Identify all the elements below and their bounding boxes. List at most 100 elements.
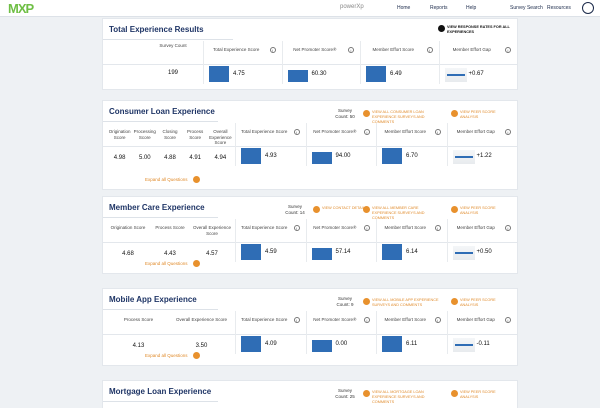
logo[interactable]: MXP bbox=[8, 1, 34, 16]
column-label: Process Score bbox=[155, 225, 185, 230]
info-icon[interactable]: i bbox=[348, 47, 354, 53]
experience-card: Member Care Experience VIEW CONTACT DETAI… bbox=[102, 196, 518, 274]
value: 6.70 bbox=[406, 153, 418, 159]
column-divider bbox=[235, 123, 236, 166]
score-bar bbox=[366, 66, 386, 82]
column-label: Origination Score bbox=[110, 225, 146, 230]
link-icon[interactable] bbox=[363, 110, 370, 117]
gap-indicator bbox=[444, 68, 467, 82]
expand-icon[interactable] bbox=[193, 176, 200, 183]
experience-card: Mortgage Loan Experience VIEW ALL MORTGAG… bbox=[102, 380, 518, 408]
link-icon[interactable] bbox=[363, 390, 370, 397]
info-icon[interactable]: i bbox=[434, 225, 441, 231]
column-label: Total Experience Score bbox=[241, 225, 288, 230]
nav-link[interactable]: Survey Search bbox=[510, 5, 543, 11]
survey-count: Survey Count: 14 bbox=[285, 204, 305, 215]
expand-icon[interactable] bbox=[193, 260, 200, 267]
row-divider bbox=[103, 64, 517, 65]
value: 4.91 bbox=[189, 155, 202, 161]
value: +1.22 bbox=[476, 153, 492, 159]
column-label: Overall Experience Score bbox=[209, 129, 232, 145]
info-icon[interactable]: i bbox=[505, 129, 511, 135]
value: 4.93 bbox=[265, 153, 277, 159]
row-divider bbox=[103, 146, 517, 147]
value: 6.14 bbox=[406, 249, 418, 255]
column-label: Total Experience Score bbox=[213, 47, 260, 52]
value: +0.50 bbox=[476, 249, 492, 255]
expand-all[interactable]: Expand all Questions bbox=[145, 261, 188, 266]
expand-all[interactable]: Expand all Questions bbox=[145, 353, 188, 358]
link[interactable]: VIEW ALL MOBILE APP EXPERIENCE SURVEYS A… bbox=[372, 298, 439, 307]
info-icon[interactable]: i bbox=[293, 317, 300, 323]
link-icon[interactable] bbox=[451, 298, 458, 305]
info-icon[interactable]: i bbox=[364, 225, 370, 231]
info-icon[interactable]: i bbox=[293, 129, 300, 135]
link[interactable]: VIEW PEER SCORE ANALYSIS bbox=[460, 206, 496, 215]
info-icon[interactable]: i bbox=[505, 225, 511, 231]
nav-link[interactable]: Resources bbox=[547, 5, 571, 11]
link-icon[interactable] bbox=[363, 298, 370, 305]
column-label: Member Effort Gap bbox=[456, 129, 495, 134]
column-label: Overall Experience Score bbox=[192, 225, 232, 236]
value: 4.09 bbox=[265, 341, 277, 347]
link[interactable]: VIEW RESPONSE RATES FOR ALL EXPERIENCES bbox=[447, 25, 510, 34]
info-icon[interactable]: i bbox=[269, 47, 276, 53]
link-icon[interactable] bbox=[451, 110, 458, 117]
avatar[interactable] bbox=[582, 2, 594, 14]
score-bar bbox=[241, 244, 261, 260]
score-bar bbox=[209, 66, 229, 82]
link-icon[interactable] bbox=[438, 25, 445, 32]
link[interactable]: VIEW PEER SCORE ANALYSIS bbox=[460, 110, 496, 119]
title-underline bbox=[103, 401, 218, 402]
link[interactable]: VIEW ALL CONSUMER LOAN EXPERIENCE SURVEY… bbox=[372, 110, 425, 124]
link[interactable]: VIEW PEER SCORE ANALYSIS bbox=[460, 298, 496, 307]
expand-icon[interactable] bbox=[193, 352, 200, 359]
section-title: Member Care Experience bbox=[109, 203, 205, 212]
gap-indicator bbox=[452, 338, 475, 352]
link-icon[interactable] bbox=[313, 206, 320, 213]
link[interactable]: VIEW ALL MEMBER CARE EXPERIENCE SURVEYS … bbox=[372, 206, 425, 220]
value: 6.49 bbox=[390, 71, 402, 77]
info-icon[interactable]: i bbox=[505, 317, 511, 323]
column-label: Process Score bbox=[123, 317, 154, 322]
column-divider bbox=[376, 219, 377, 262]
nav-link[interactable]: Reports bbox=[430, 5, 448, 11]
info-icon[interactable]: i bbox=[426, 47, 433, 53]
info-icon[interactable]: i bbox=[364, 317, 370, 323]
survey-count: Survey Count: 50 bbox=[335, 108, 355, 119]
column-divider bbox=[305, 123, 307, 166]
column-divider bbox=[446, 311, 448, 354]
nav-link[interactable]: Help bbox=[466, 5, 477, 11]
info-icon[interactable]: i bbox=[434, 129, 441, 135]
link-icon[interactable] bbox=[363, 206, 370, 213]
title-underline bbox=[103, 309, 218, 310]
column-label: Member Effort Score bbox=[384, 129, 426, 134]
column-divider bbox=[360, 41, 361, 84]
info-icon[interactable]: i bbox=[364, 129, 370, 135]
section-title: Consumer Loan Experience bbox=[109, 107, 215, 116]
link[interactable]: VIEW PEER SCORE ANALYSIS bbox=[460, 390, 496, 399]
value: 4.75 bbox=[233, 71, 245, 77]
expand-all[interactable]: Expand all Questions bbox=[145, 177, 188, 182]
gap-line bbox=[454, 252, 473, 254]
info-icon[interactable]: i bbox=[505, 47, 511, 53]
nav-link[interactable]: Home bbox=[397, 5, 411, 11]
link-icon[interactable] bbox=[451, 206, 458, 213]
link[interactable]: VIEW ALL MORTGAGE LOAN EXPERIENCE SURVEY… bbox=[372, 390, 425, 404]
value: 94.00 bbox=[335, 153, 351, 159]
score-bar bbox=[382, 148, 402, 164]
info-icon[interactable]: i bbox=[434, 317, 441, 323]
link[interactable]: VIEW CONTACT DETAILS bbox=[322, 206, 368, 210]
survey-count: Survey Count: 25 bbox=[335, 388, 355, 399]
column-label: Net Promoter Score® bbox=[313, 225, 357, 230]
gap-line bbox=[454, 344, 473, 346]
column-label: Origination Score bbox=[108, 129, 131, 140]
info-icon[interactable]: i bbox=[293, 225, 300, 231]
section-title: Mobile App Experience bbox=[109, 295, 197, 304]
score-bar bbox=[382, 336, 402, 352]
column-divider bbox=[235, 311, 236, 354]
gap-line bbox=[446, 74, 465, 76]
value: 60.30 bbox=[311, 71, 327, 77]
link-icon[interactable] bbox=[451, 390, 458, 397]
